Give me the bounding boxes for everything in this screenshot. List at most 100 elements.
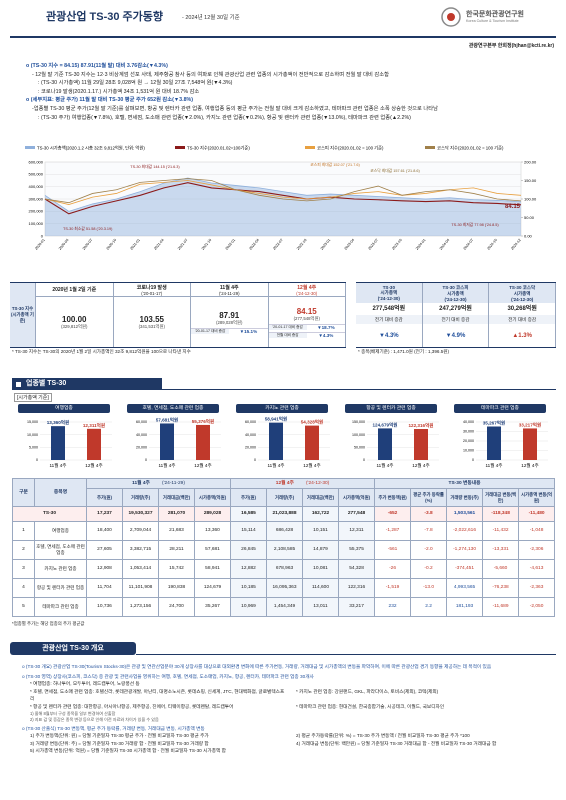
head-line: TS-30 코스피 bbox=[442, 284, 469, 290]
line bbox=[44, 178, 522, 204]
overview-note: 2) 지표 값 및 증감은 종목 변경 등으로 인해 이전 자료와 차이가 있을… bbox=[30, 716, 159, 722]
overview-line: * 여행업종: 하나투어, 모두투어, 레드캡투어, 노랑풍선 등 bbox=[30, 681, 140, 687]
column-body: 100.00 (329,812억원) bbox=[36, 297, 113, 347]
y-tick-label: 200,000 bbox=[29, 209, 44, 214]
sector-chart: 테마파크 관련 업종 0 10,000 20,000 30,000 40,000 35,26… bbox=[448, 404, 552, 472]
row-number: 5 bbox=[12, 597, 35, 617]
summary-line: o (TS-30 지수 = 84.15) 87.91(11월 말) 대비 3.7… bbox=[26, 63, 168, 69]
x-tick-label: 12월 4주 bbox=[412, 462, 429, 469]
x-tick-label: 11월 4주 bbox=[158, 462, 175, 469]
column-head: 11월 4주 ('24-11-29) bbox=[191, 283, 268, 297]
table-cell: -11,480 bbox=[518, 506, 556, 522]
y-tick-label: 0 bbox=[145, 458, 147, 462]
column-header: 시가총액(억원) bbox=[337, 488, 376, 507]
formula-grid: 1) 주가 변동액(단위: 원) = 당월 기준일자 TS-30 평균 주가 -… bbox=[22, 732, 552, 755]
x-tick-label: 2023-10 bbox=[391, 238, 403, 251]
cap-head: TS-30 코스피 시가총액 ('24-12-30) bbox=[422, 283, 489, 303]
table-cell: -561 bbox=[374, 540, 412, 560]
x-tick-label: 2020-07 bbox=[82, 238, 94, 251]
head-line: 시가총액 bbox=[513, 290, 531, 296]
legend-swatch bbox=[175, 146, 185, 149]
column-head: 2020년 1월 2일 기준 bbox=[36, 283, 113, 297]
overview-header: 관광산업 TS-30 개요 bbox=[10, 642, 136, 655]
table-cell: 21,023,888 bbox=[266, 506, 303, 522]
table-cell: 281,070 bbox=[158, 506, 195, 522]
overview-item: * 테마파크 관련 업종: 현대건설, 한국종합기술, 시공테크, 이월드, 국… bbox=[296, 703, 445, 709]
head-line: 12월 4주 bbox=[297, 284, 317, 291]
index-cap: (289,028억원) bbox=[216, 319, 243, 325]
x-tick-label: 2024-07 bbox=[463, 238, 475, 251]
table-cell: -2,306 bbox=[518, 540, 556, 560]
table-cell: 114,600 bbox=[302, 578, 339, 598]
cap-value: 277,548억원 bbox=[372, 306, 406, 312]
table-cell: 10,185 bbox=[230, 578, 267, 598]
logo-text-en: Korea Culture & Tourism Institute bbox=[466, 19, 519, 23]
y2-tick-label: 200.00 bbox=[524, 159, 537, 164]
legend-label: TS-30 시가총액(2020.1.2 시총 32조 9,812억원, 단위: … bbox=[37, 144, 145, 151]
overview-note: 1) 올해 8월부터 구성 종목을 일부 변경하여 산출함 bbox=[30, 710, 116, 716]
index-value: 103.55 bbox=[139, 314, 164, 324]
legend-label: 코스피 지수(2020.01.02 = 100 기준) bbox=[317, 144, 384, 151]
section-bullet bbox=[16, 381, 21, 387]
y-tick-label: 0 bbox=[41, 233, 44, 238]
bar bbox=[378, 428, 392, 460]
value-label: 124,679억원 bbox=[372, 421, 397, 428]
y-tick-label: 0 bbox=[363, 458, 365, 462]
legend-swatch bbox=[25, 146, 35, 149]
table-cell: -26 bbox=[374, 559, 412, 579]
row-name: 호텔, 면세점, 도소매 관련 업종 bbox=[34, 540, 87, 560]
x-tick-label: 2024-01 bbox=[415, 238, 427, 251]
index-value: 84.15 bbox=[296, 306, 317, 316]
cap-note: * 종목(배제기준) : 1,471.0원 (전기 : 1,396.5원) bbox=[358, 349, 450, 354]
legend-label: TS-30 지수(2020.01.02=100기준) bbox=[187, 144, 250, 151]
table-cell: -2,363 bbox=[518, 578, 556, 598]
x-tick-label: 2021-04 bbox=[153, 238, 165, 251]
header-rule bbox=[10, 36, 556, 38]
column-header: 거래대금(백만) bbox=[302, 488, 339, 507]
head-line: 11월 4주 bbox=[219, 284, 239, 291]
index-value: 100.00 bbox=[62, 314, 87, 324]
table-cell: -1,048 bbox=[518, 521, 556, 541]
group-date: ('24-11-29) bbox=[161, 480, 185, 486]
row-name: 여행업종 bbox=[34, 521, 87, 541]
x-tick-label: 2022-07 bbox=[272, 238, 284, 251]
x-tick-label: 2023-01 bbox=[320, 238, 332, 251]
table-cell: 21,683 bbox=[158, 521, 195, 541]
section-title: 업종별 TS-30 bbox=[26, 380, 67, 387]
summary-line: -업종별 TS-30 평균 주가(12월 말 기준)를 살펴보면, 항공 및 렌… bbox=[32, 105, 439, 112]
table-cell: 10,969 bbox=[230, 597, 267, 617]
change-block: '20-01-17 대비 증감 ▼15.1% bbox=[191, 327, 268, 334]
table-cell: 12,882 bbox=[230, 559, 267, 579]
table-cell: -1,287 bbox=[374, 521, 412, 541]
header-row: 주가(원) 거래량(주) 거래대금(백만) 시가총액(억원) 주가(원) 거래량(주) 거래… bbox=[13, 488, 556, 507]
index-cap: (277,548억원) bbox=[293, 315, 320, 321]
head-line: ('24-12-30) bbox=[377, 296, 400, 301]
table-cell: 16,095,363 bbox=[266, 578, 303, 598]
y2-tick-label: 150.00 bbox=[524, 178, 537, 183]
table-cell: 33,217 bbox=[337, 597, 376, 617]
row-name: 카지노 관련 업종 bbox=[34, 559, 87, 579]
x-tick-label: 2020-10 bbox=[106, 238, 118, 251]
data-row: 4 항공 및 렌터카 관련 업종 11,704 11,101,908 190,838 12… bbox=[12, 578, 556, 598]
y-tick-label: 30,000 bbox=[463, 430, 474, 434]
summary-line: - 12월 말 기준 TS-30 지수는 12·3 비상계엄 선포 사태, 제주… bbox=[32, 71, 389, 78]
column-header: 거래대금(백만) bbox=[158, 488, 195, 507]
row-number: 1 bbox=[12, 521, 35, 541]
annotation: 코스피 최대값 152.07 ('21.7.6) bbox=[310, 162, 360, 167]
table-cell: -3.8 bbox=[410, 506, 448, 522]
table-cell: 28,211 bbox=[158, 540, 195, 560]
cap-head: TS-30 코스닥 시가총액 ('24-12-30) bbox=[489, 283, 555, 303]
detail-table: 구분 종목명 11월 4주 ('24-11-29) 12월 4주 ('24-12-30) T… bbox=[12, 478, 556, 617]
table-cell: -76,238 bbox=[482, 578, 520, 598]
index-row-header: TS-30 지수 (시가총액 기준) bbox=[10, 283, 36, 347]
row-label: TS-30 bbox=[12, 506, 87, 522]
table-cell: -11,689 bbox=[482, 597, 520, 617]
formula: 1) 주가 변동액(단위: 원) = 당월 기준일자 TS-30 평균 주가 -… bbox=[30, 733, 209, 739]
y-tick-label: 60,000 bbox=[136, 420, 147, 424]
summary-line: : (TS-30 시가총액) 11월 29일 28조 9,028억 원 → 12… bbox=[38, 80, 233, 87]
cap-change-label: 전기 대비 증감 bbox=[489, 315, 555, 324]
column-header: 주가(원) bbox=[86, 488, 123, 507]
detail-note: *업종별 주가는 해당 업종의 주가 평균값 bbox=[12, 621, 85, 626]
overview-pair: * 항공 및 렌터카 관련 업종: 대한항공, 아시아나항공, 제주항공, 진에… bbox=[22, 703, 552, 711]
table-cell: 13,011 bbox=[302, 597, 339, 617]
